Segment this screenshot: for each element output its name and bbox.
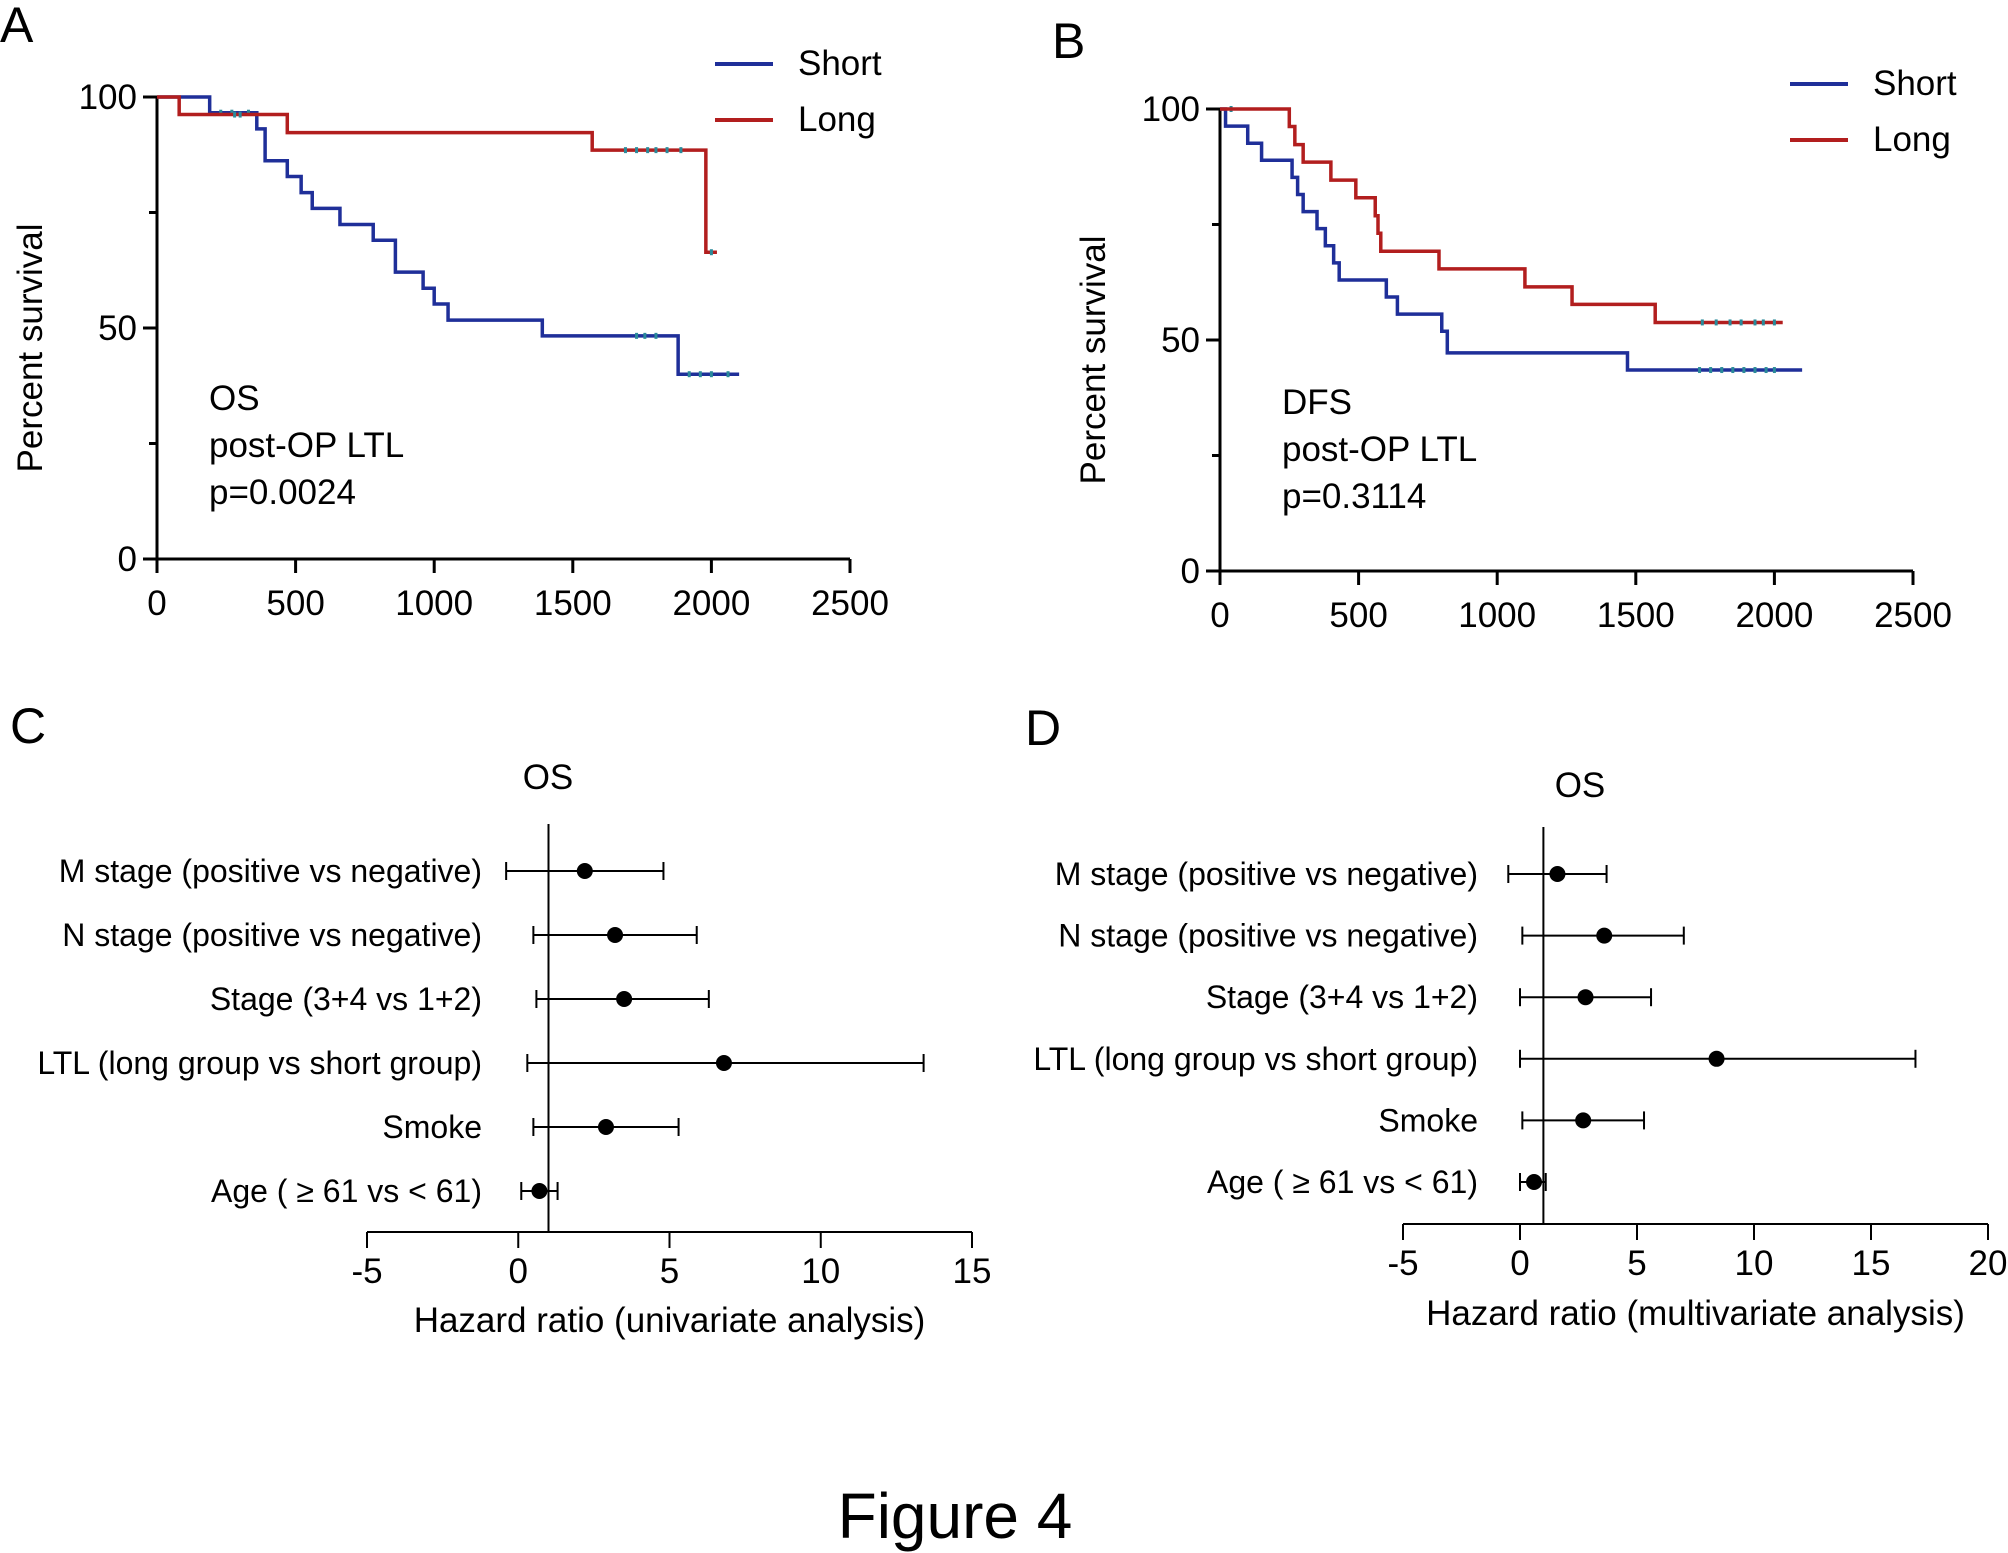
row-label: N stage (positive vs negative) bbox=[62, 917, 482, 953]
panel-letter: A bbox=[0, 0, 34, 53]
row-label: N stage (positive vs negative) bbox=[1058, 918, 1478, 954]
x-tick-label: 15 bbox=[953, 1252, 992, 1291]
x-tick-label: 0 bbox=[1510, 1244, 1529, 1283]
x-tick-label: -5 bbox=[351, 1252, 382, 1291]
legend-label-long: Long bbox=[798, 100, 876, 139]
legend-label-short: Short bbox=[1873, 64, 1957, 103]
hr-point bbox=[1575, 1112, 1592, 1129]
panel-b: B 0 500 1000 1500 2000 2500 0 50 100 Percent survi… bbox=[1052, 13, 1957, 635]
x-tick-label: -5 bbox=[1387, 1244, 1418, 1283]
series-line-short bbox=[1220, 107, 1803, 372]
panel-a: A 0 500 1000 1500 2000 2500 0 50 100 Percent survi… bbox=[0, 0, 889, 623]
forest-title: OS bbox=[523, 758, 574, 797]
hr-point bbox=[616, 991, 633, 1007]
forest-title: OS bbox=[1555, 766, 1606, 805]
x-tick-label: 1500 bbox=[534, 584, 612, 623]
x-tick-label: 10 bbox=[801, 1252, 840, 1291]
x-tick-label: 2500 bbox=[811, 584, 889, 623]
x-tick-label: 1500 bbox=[1597, 596, 1675, 635]
legend-label-long: Long bbox=[1873, 120, 1951, 159]
annotation-line: p=0.0024 bbox=[209, 473, 356, 512]
x-tick-label: 500 bbox=[266, 584, 324, 623]
y-tick-label: 0 bbox=[1181, 552, 1200, 591]
row-label: LTL (long group vs short group) bbox=[37, 1045, 482, 1081]
annotation-line: post-OP LTL bbox=[1282, 430, 1477, 469]
x-tick-label: 10 bbox=[1735, 1244, 1774, 1283]
hr-point bbox=[607, 927, 624, 943]
panel-letter: D bbox=[1025, 700, 1061, 756]
series-line-long bbox=[1220, 107, 1783, 325]
annotation-line: DFS bbox=[1282, 383, 1352, 422]
x-tick-label: 2000 bbox=[672, 584, 750, 623]
row-label: M stage (positive vs negative) bbox=[1055, 856, 1478, 892]
x-tick-label: 0 bbox=[147, 584, 166, 623]
x-axis-label: Hazard ratio (univariate analysis) bbox=[414, 1301, 926, 1340]
row-label: Smoke bbox=[1378, 1102, 1478, 1138]
x-tick-label: 5 bbox=[1627, 1244, 1646, 1283]
annotation-line: p=0.3114 bbox=[1282, 477, 1426, 516]
hr-point bbox=[531, 1183, 548, 1199]
figure-caption: Figure 4 bbox=[838, 1480, 1073, 1552]
y-tick-label: 100 bbox=[79, 78, 137, 117]
legend-label-short: Short bbox=[798, 44, 882, 83]
hr-point bbox=[1577, 989, 1594, 1006]
row-label: LTL (long group vs short group) bbox=[1033, 1041, 1478, 1077]
y-axis-label: Percent survival bbox=[1074, 236, 1113, 485]
x-tick-label: 15 bbox=[1852, 1244, 1891, 1283]
annotation-line: OS bbox=[209, 379, 260, 418]
hr-point bbox=[1708, 1050, 1725, 1067]
annotation-line: post-OP LTL bbox=[209, 426, 404, 465]
row-label: M stage (positive vs negative) bbox=[59, 853, 482, 889]
panel-c: C OS -5 0 5 10 15 Hazard ratio (univariate anal… bbox=[10, 698, 991, 1340]
x-tick-label: 500 bbox=[1329, 596, 1387, 635]
x-tick-label: 0 bbox=[1210, 596, 1229, 635]
panel-letter: B bbox=[1052, 13, 1085, 69]
x-tick-label: 20 bbox=[1969, 1244, 2008, 1283]
hr-point bbox=[715, 1055, 732, 1071]
y-tick-label: 100 bbox=[1142, 90, 1200, 129]
row-label: Stage (3+4 vs 1+2) bbox=[210, 981, 482, 1017]
y-tick-label: 50 bbox=[1161, 321, 1200, 360]
hr-point bbox=[597, 1119, 614, 1135]
hr-point bbox=[1596, 927, 1613, 944]
hr-point bbox=[1549, 866, 1566, 882]
panel-letter: C bbox=[10, 698, 46, 754]
x-tick-label: 1000 bbox=[395, 584, 473, 623]
x-tick-label: 0 bbox=[509, 1252, 528, 1291]
series-line-long bbox=[157, 95, 717, 254]
row-label: Smoke bbox=[382, 1109, 482, 1145]
x-tick-label: 2500 bbox=[1874, 596, 1952, 635]
x-axis-label: Hazard ratio (multivariate analysis) bbox=[1426, 1294, 1965, 1333]
hr-point bbox=[1526, 1174, 1543, 1190]
y-tick-label: 50 bbox=[98, 309, 137, 348]
series-line-short bbox=[157, 95, 740, 376]
x-tick-label: 1000 bbox=[1458, 596, 1536, 635]
x-tick-label: 2000 bbox=[1735, 596, 1813, 635]
y-tick-label: 0 bbox=[118, 540, 137, 579]
row-label: Age ( ≥ 61 vs < 61) bbox=[211, 1173, 482, 1209]
hr-point bbox=[576, 863, 593, 879]
y-axis-label: Percent survival bbox=[11, 224, 50, 473]
row-label: Stage (3+4 vs 1+2) bbox=[1206, 979, 1478, 1015]
row-label: Age ( ≥ 61 vs < 61) bbox=[1207, 1164, 1478, 1200]
x-tick-label: 5 bbox=[660, 1252, 679, 1291]
